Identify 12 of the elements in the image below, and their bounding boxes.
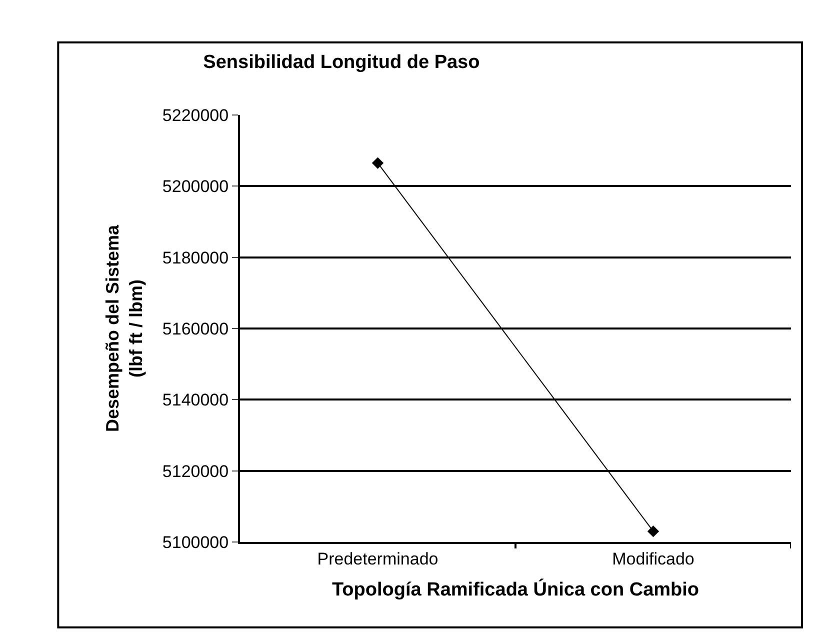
chart-title: Sensibilidad Longitud de Paso — [203, 52, 480, 73]
y-axis-title: Desempeño del Sistema (lbf ft / lbm) — [102, 224, 146, 432]
y-tick-label: 5200000 — [162, 177, 229, 196]
y-tick-label: 5160000 — [162, 319, 229, 338]
y-tick-label: 5120000 — [162, 462, 229, 481]
y-tick-label: 5140000 — [162, 390, 229, 410]
y-tick-label: 5180000 — [162, 248, 229, 268]
x-tick-label: Predeterminado — [317, 549, 438, 568]
x-tick-label: Modificado — [612, 549, 694, 568]
x-axis-title: Topología Ramificada Única con Cambio — [332, 578, 700, 601]
y-tick-label: 5220000 — [162, 106, 229, 125]
y-tick-label: 5100000 — [162, 532, 229, 552]
